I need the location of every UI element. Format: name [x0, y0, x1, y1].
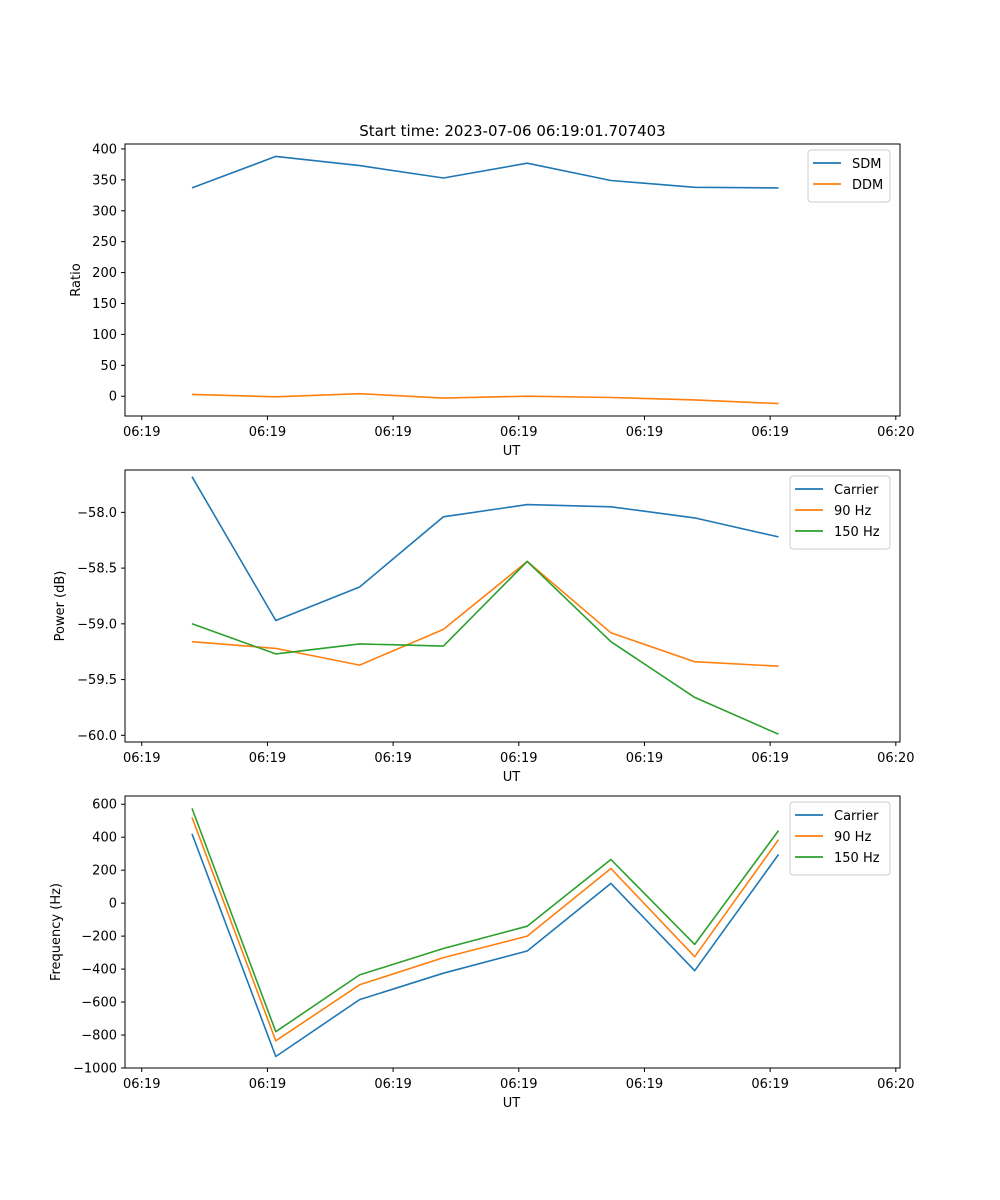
x-tick-label: 06:19: [123, 1077, 160, 1092]
x-tick-label: 06:19: [500, 425, 537, 440]
x-tick-label: 06:19: [751, 425, 788, 440]
figure-title: Start time: 2023-07-06 06:19:01.707403: [359, 122, 665, 140]
y-tick-label: 50: [100, 359, 117, 374]
x-tick-label: 06:19: [626, 751, 663, 766]
y-tick-label: 400: [92, 142, 117, 157]
axes-frame: [124, 469, 901, 743]
y-tick-label: 100: [92, 328, 117, 343]
y-tick-label: 400: [92, 831, 117, 846]
series-line-150-hz: [191, 808, 780, 1033]
legend-label: 90 Hz: [834, 504, 871, 519]
series-line-sdm: [191, 155, 779, 189]
y-tick-label: 150: [92, 297, 117, 312]
axes-frame: [124, 795, 901, 1069]
x-tick-label: 06:19: [500, 1077, 537, 1092]
series-line-90-hz: [191, 817, 780, 1042]
legend-label: 150 Hz: [834, 851, 880, 866]
legend-label: Carrier: [834, 809, 879, 824]
x-tick-label: 06:19: [626, 1077, 663, 1092]
y-axis-label: Frequency (Hz): [49, 883, 64, 981]
y-tick-label: 200: [92, 266, 117, 281]
y-tick-label: 200: [92, 864, 117, 879]
series-line-90-hz: [191, 560, 779, 667]
y-tick-label: −400: [81, 963, 117, 978]
y-tick-label: −200: [81, 930, 117, 945]
y-tick-label: −58.0: [77, 506, 117, 521]
axes-frame: [124, 143, 901, 417]
y-tick-label: −59.5: [77, 673, 117, 688]
y-tick-label: 250: [92, 235, 117, 250]
x-tick-label: 06:19: [123, 751, 160, 766]
y-tick-label: −600: [81, 996, 117, 1011]
x-tick-label: 06:19: [500, 751, 537, 766]
series-line-carrier: [191, 833, 780, 1058]
series-line-carrier: [191, 476, 779, 622]
series-line-ddm: [191, 392, 779, 405]
y-axis-label: Power (dB): [53, 571, 68, 642]
x-tick-label: 06:19: [374, 1077, 411, 1092]
y-tick-label: 300: [92, 204, 117, 219]
legend: Carrier 90 Hz 150 Hz: [789, 801, 891, 876]
chart-panel-3: 06:19 06:19 06:19 06:19 06:19 06:19 06:20 −1000…: [49, 795, 915, 1111]
x-tick-label: 06:19: [123, 425, 160, 440]
legend-label: DDM: [852, 178, 883, 193]
y-axis-label: Ratio: [69, 263, 84, 296]
legend-label: Carrier: [834, 483, 879, 498]
y-tick-label: −60.0: [77, 729, 117, 744]
x-axis-label: UT: [503, 1096, 521, 1111]
legend: SDM DDM: [807, 149, 891, 203]
x-tick-label: 06:19: [374, 425, 411, 440]
x-axis-label: UT: [503, 770, 521, 785]
x-tick-label: 06:19: [374, 751, 411, 766]
x-axis-label: UT: [503, 444, 521, 459]
legend-label: 150 Hz: [834, 525, 880, 540]
x-tick-label: 06:20: [877, 1077, 914, 1092]
x-tick-label: 06:19: [751, 751, 788, 766]
series-line-150-hz: [191, 560, 779, 735]
y-tick-label: −58.5: [77, 562, 117, 577]
legend-label: SDM: [852, 157, 881, 172]
y-tick-label: −800: [81, 1029, 117, 1044]
chart-panel-2: 06:19 06:19 06:19 06:19 06:19 06:19 06:20 −60.0…: [53, 469, 915, 785]
x-tick-label: 06:19: [249, 1077, 286, 1092]
y-tick-label: −1000: [73, 1062, 117, 1077]
x-tick-label: 06:19: [249, 425, 286, 440]
y-tick-label: 0: [109, 897, 117, 912]
x-tick-label: 06:19: [626, 425, 663, 440]
legend-label: 90 Hz: [834, 830, 871, 845]
x-tick-label: 06:19: [751, 1077, 788, 1092]
legend: Carrier 90 Hz 150 Hz: [789, 475, 891, 550]
y-tick-label: −59.0: [77, 617, 117, 632]
y-tick-label: 0: [109, 390, 117, 405]
chart-panel-1: 06:19 06:19 06:19 06:19 06:19 06:19 06:20 0 50 10…: [69, 142, 915, 459]
x-tick-label: 06:20: [877, 751, 914, 766]
y-tick-label: 350: [92, 173, 117, 188]
y-tick-label: 600: [92, 798, 117, 813]
x-tick-label: 06:20: [877, 425, 914, 440]
x-tick-label: 06:19: [249, 751, 286, 766]
